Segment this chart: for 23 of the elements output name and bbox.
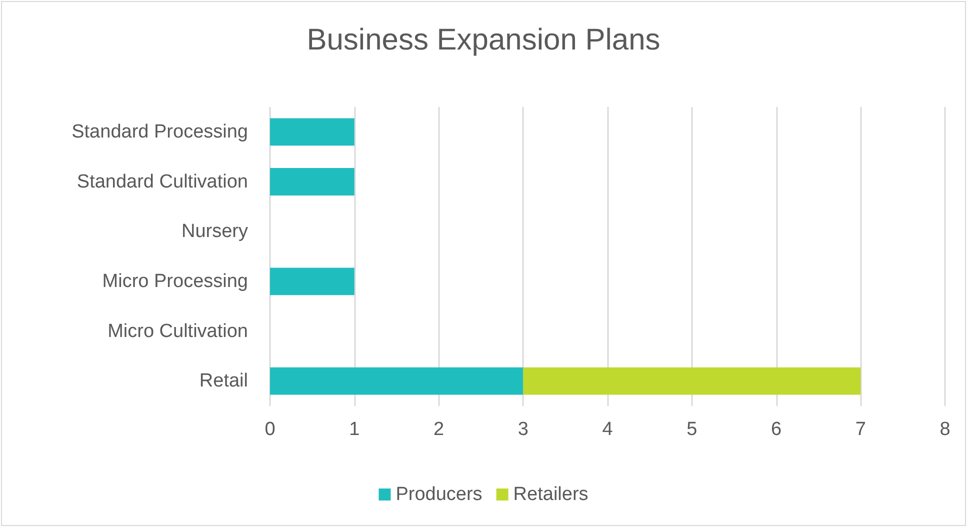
x-tick-label: 0	[264, 419, 276, 440]
bar	[270, 268, 354, 296]
bar	[270, 168, 354, 196]
y-tick-label: Standard Processing	[72, 121, 248, 142]
y-tick-label: Standard Cultivation	[76, 171, 248, 192]
x-tick-label: 1	[349, 419, 360, 440]
x-tick-label: 3	[518, 419, 528, 440]
bar	[270, 367, 524, 395]
x-tick-label: 2	[433, 419, 444, 440]
x-tick-label: 5	[686, 419, 698, 440]
y-tick-label: Micro Cultivation	[108, 320, 248, 342]
bar	[270, 118, 354, 146]
bar	[523, 367, 861, 395]
legend-label: Retailers	[513, 484, 588, 505]
y-tick-label: Nursery	[181, 221, 248, 242]
x-tick-label: 6	[770, 419, 782, 440]
x-tick-label: 7	[855, 419, 866, 440]
x-tick-label: 8	[940, 419, 950, 440]
y-tick-label: Micro Processing	[102, 270, 248, 292]
chart-title: Business Expansion Plans	[306, 24, 660, 56]
legend-label: Producers	[396, 484, 482, 505]
x-tick-label: 4	[602, 419, 614, 440]
y-tick-label: Retail	[199, 370, 248, 392]
